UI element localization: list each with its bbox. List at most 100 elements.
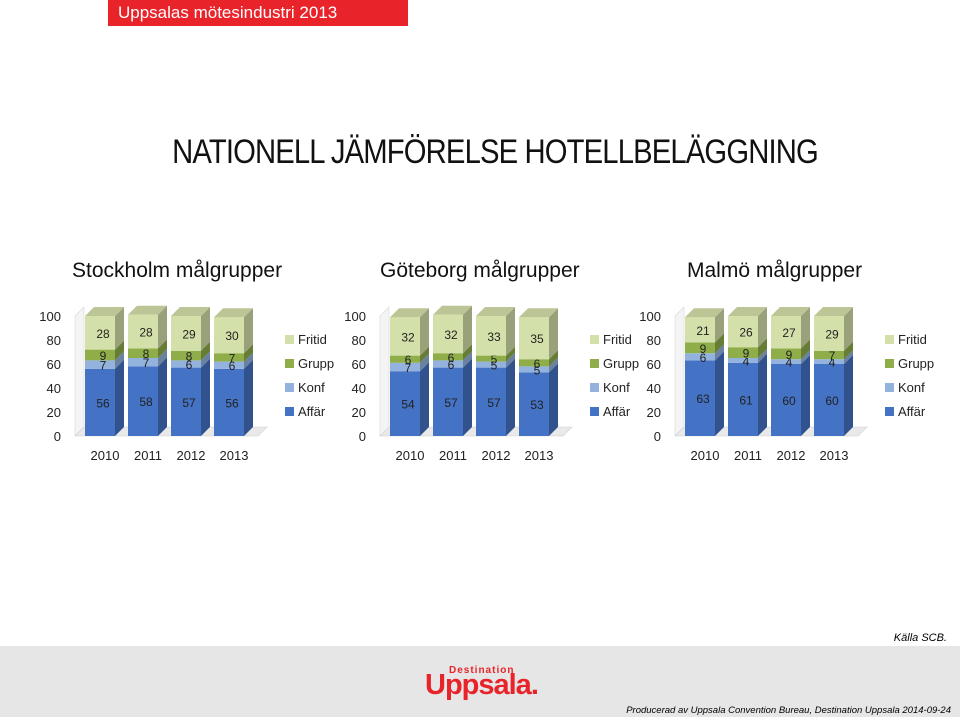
bar-segment xyxy=(728,358,758,363)
bar-side xyxy=(115,340,124,361)
data-label: 29 xyxy=(825,327,839,341)
bar-side xyxy=(549,363,558,436)
bar-segment xyxy=(390,355,420,363)
bar-top xyxy=(171,307,210,316)
bar-side xyxy=(158,349,167,367)
bar-segment xyxy=(85,368,115,436)
legend-swatch xyxy=(285,359,294,368)
data-label: 6 xyxy=(448,358,455,372)
data-label: 7 xyxy=(100,359,107,373)
legend-label: Konf xyxy=(603,380,630,395)
bar-side xyxy=(420,308,429,356)
data-label: 28 xyxy=(139,326,153,340)
bar-side xyxy=(244,359,253,436)
footer-bar xyxy=(0,646,960,717)
data-label: 6 xyxy=(534,357,541,371)
bar-side xyxy=(758,307,767,348)
x-tick-label: 2011 xyxy=(439,448,467,463)
data-label: 9 xyxy=(700,342,707,356)
bar-side xyxy=(115,351,124,369)
bar-segment xyxy=(685,342,715,354)
logo-destination-text: Destination xyxy=(449,665,515,676)
data-label: 6 xyxy=(405,353,412,367)
legend-swatch xyxy=(590,383,599,392)
data-label: 5 xyxy=(491,353,498,367)
bar-side xyxy=(158,339,167,358)
data-label: 56 xyxy=(96,396,110,410)
y-tick-label: 20 xyxy=(647,405,661,420)
bar-side xyxy=(758,353,767,436)
data-label: 57 xyxy=(444,396,458,410)
bar-segment xyxy=(390,371,420,436)
data-label: 35 xyxy=(530,332,544,346)
bar-segment xyxy=(728,362,758,436)
bar-segment xyxy=(685,353,715,361)
data-label: 26 xyxy=(739,326,753,340)
bar-segment xyxy=(85,316,115,350)
bar-segment xyxy=(728,316,758,348)
bar-top xyxy=(728,307,767,316)
data-label: 57 xyxy=(182,396,196,410)
bar-segment xyxy=(476,367,506,436)
bar-segment xyxy=(476,316,506,356)
bar-side xyxy=(158,305,167,349)
bar-side xyxy=(115,307,124,350)
y-tick-label: 20 xyxy=(47,405,61,420)
data-label: 57 xyxy=(487,396,501,410)
bar-segment xyxy=(519,366,549,373)
bar-side xyxy=(506,346,515,362)
bar-segment xyxy=(128,358,158,367)
bar-segment xyxy=(390,362,420,372)
x-tick-label: 2010 xyxy=(691,448,720,463)
bar-segment xyxy=(771,348,801,360)
legend-swatch xyxy=(590,407,599,416)
bar-side xyxy=(801,355,810,436)
bar-segment xyxy=(519,359,549,367)
bar-side xyxy=(158,357,167,436)
y-tick-label: 60 xyxy=(47,357,61,372)
bar-side xyxy=(506,352,515,368)
legend-label: Affär xyxy=(898,404,926,419)
bar-side xyxy=(463,351,472,368)
data-label: 6 xyxy=(186,358,193,372)
legend-label: Affär xyxy=(298,404,326,419)
bar-segment xyxy=(814,350,844,360)
bar-segment xyxy=(728,347,758,358)
bar-top xyxy=(771,307,810,316)
bar-side xyxy=(715,344,724,361)
legend-label: Konf xyxy=(898,380,925,395)
data-label: 29 xyxy=(182,327,196,341)
y-tick-label: 40 xyxy=(47,381,61,396)
bar-side xyxy=(844,355,853,436)
legend-swatch xyxy=(285,383,294,392)
chart-title-goteborg: Göteborg målgrupper xyxy=(380,259,580,282)
y-tick-label: 60 xyxy=(352,357,366,372)
bar-segment xyxy=(85,349,115,361)
x-tick-label: 2010 xyxy=(91,448,120,463)
bar-segment xyxy=(814,364,844,436)
x-tick-label: 2011 xyxy=(134,448,162,463)
bar-segment xyxy=(814,359,844,364)
bar-segment xyxy=(771,316,801,349)
bar-segment xyxy=(771,364,801,436)
data-label: 9 xyxy=(786,348,793,362)
y-tick-label: 0 xyxy=(654,429,661,444)
y-tick-label: 0 xyxy=(54,429,61,444)
bar-side xyxy=(801,307,810,349)
data-label: 5 xyxy=(534,363,541,377)
bar-segment xyxy=(476,361,506,368)
x-tick-label: 2012 xyxy=(177,448,206,463)
bar-top xyxy=(128,305,167,315)
data-label: 58 xyxy=(139,395,153,409)
bar-segment xyxy=(433,353,463,361)
x-tick-label: 2012 xyxy=(777,448,806,463)
y-tick-label: 100 xyxy=(344,309,366,324)
page-header-banner: Uppsalas mötesindustri 2013 xyxy=(108,0,408,26)
data-label: 60 xyxy=(825,394,839,408)
legend-label: Grupp xyxy=(298,356,334,371)
data-label: 6 xyxy=(229,359,236,373)
data-label: 7 xyxy=(229,351,236,365)
bar-segment xyxy=(128,366,158,436)
bar-segment xyxy=(390,317,420,356)
y-tick-label: 80 xyxy=(352,333,366,348)
